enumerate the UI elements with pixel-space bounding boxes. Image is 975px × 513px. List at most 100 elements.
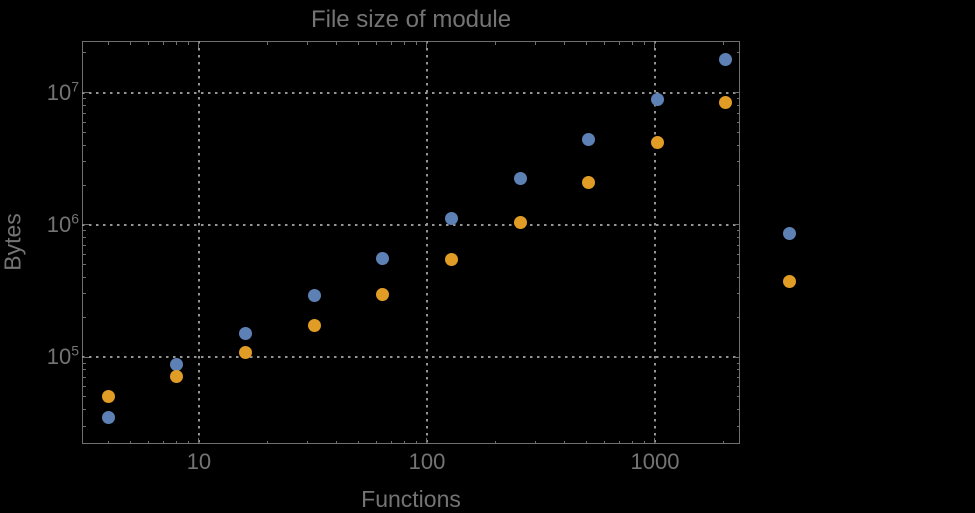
y-major-tick [83,224,89,226]
data-point-series-2-orange [582,175,596,189]
y-major-tick [734,224,740,226]
plot-title: File size of module [310,6,512,33]
x-minor-tick [644,42,646,45]
y-minor-tick [83,144,86,146]
y-tick-base: 10 [46,79,72,105]
y-tick-base: 10 [46,344,72,370]
x-minor-tick [495,441,497,444]
y-minor-tick [83,184,86,186]
y-minor-tick [737,409,740,411]
y-minor-tick [83,264,86,266]
data-point-series-2-orange [376,288,390,302]
x-minor-tick [107,42,109,45]
y-tick-label: 105 [47,344,79,370]
data-point-series-1-blue [582,132,596,146]
y-minor-tick [737,385,740,387]
x-axis-label: Functions [361,486,461,512]
data-point-series-2-orange [513,216,527,230]
x-minor-tick [267,42,269,45]
data-point-series-2-orange [170,370,184,384]
y-minor-tick [83,316,86,318]
x-major-tick [426,438,428,444]
data-point-series-1-blue [376,251,390,265]
data-point-series-2-orange [307,319,321,333]
y-minor-tick [737,98,740,100]
y-tick-exponent: 5 [71,342,79,359]
x-minor-tick [129,441,131,444]
x-tick-label: 10 [186,449,212,474]
x-minor-tick [163,42,165,45]
gridline-horizontal [82,223,740,226]
data-point-series-1-blue [101,410,115,424]
y-minor-tick [83,131,86,133]
x-minor-tick [632,42,634,45]
x-minor-tick [723,441,725,444]
gridline-vertical [653,41,656,444]
data-point-series-1-blue [783,227,797,241]
x-minor-tick [619,42,621,45]
y-minor-tick [83,104,86,106]
x-minor-tick [404,42,406,45]
x-minor-tick [335,441,337,444]
x-tick-label: 1000 [630,449,680,474]
y-minor-tick [737,112,740,114]
y-axis-label: Bytes [0,213,26,271]
y-minor-tick [83,385,86,387]
x-minor-tick [603,441,605,444]
y-minor-tick [737,184,740,186]
x-minor-tick [307,441,309,444]
y-minor-tick [737,161,740,163]
x-minor-tick [375,42,377,45]
y-minor-tick [83,396,86,398]
y-minor-tick [737,144,740,146]
y-minor-tick [737,396,740,398]
gridline-vertical [197,41,200,444]
y-minor-tick [83,409,86,411]
x-minor-tick [416,42,418,45]
data-point-series-1-blue [719,52,733,66]
data-point-series-1-blue [650,92,664,106]
x-minor-tick [147,42,149,45]
y-tick-label: 106 [47,212,79,238]
x-minor-tick [603,42,605,45]
x-minor-tick [535,441,537,444]
x-major-tick [426,42,428,48]
x-minor-tick [176,441,178,444]
y-minor-tick [83,161,86,163]
data-point-series-2-orange [783,274,797,288]
data-point-series-1-blue [170,357,184,371]
x-tick-label: 100 [408,449,446,474]
x-minor-tick [563,42,565,45]
y-minor-tick [737,253,740,255]
gridline-vertical [425,41,428,444]
y-minor-tick [83,112,86,114]
gridline-horizontal [82,356,740,359]
y-minor-tick [737,104,740,106]
y-minor-tick [737,425,740,427]
data-point-series-2-orange [650,135,664,149]
y-minor-tick [737,131,740,133]
y-minor-tick [737,293,740,295]
y-minor-tick [83,362,86,364]
data-point-series-1-blue [513,171,527,185]
y-tick-label: 107 [46,79,79,106]
y-tick-exponent: 6 [71,210,79,227]
x-minor-tick [632,441,634,444]
x-major-tick [198,42,200,48]
gridline-horizontal [82,91,740,94]
y-major-tick [83,92,89,94]
y-minor-tick [737,377,740,379]
x-minor-tick [644,441,646,444]
x-major-tick [654,42,656,48]
y-minor-tick [737,276,740,278]
x-minor-tick [188,441,189,444]
x-minor-tick [416,441,418,444]
y-tick-base: 10 [46,211,72,237]
y-minor-tick [737,121,740,123]
x-minor-tick [267,441,269,444]
data-point-series-2-orange [238,346,252,360]
y-minor-tick [737,52,740,54]
data-point-series-1-blue [444,211,458,225]
x-minor-tick [107,441,109,444]
